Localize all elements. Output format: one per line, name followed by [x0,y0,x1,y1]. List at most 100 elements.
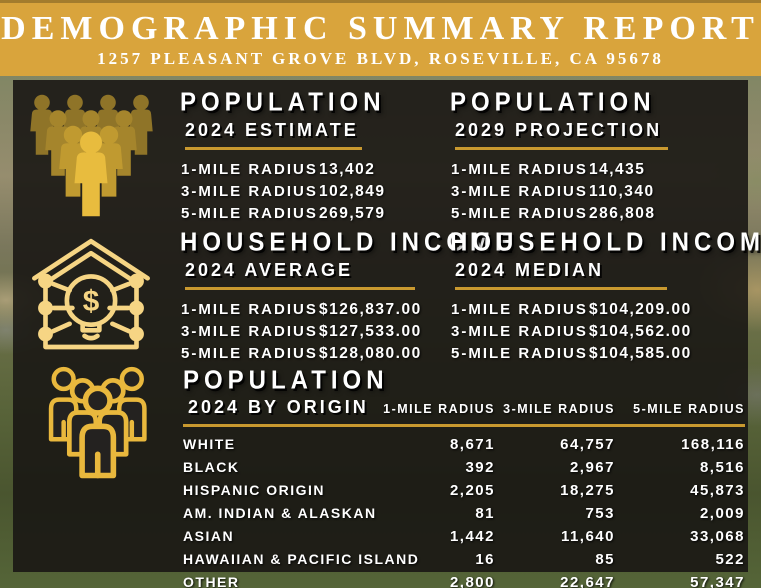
origin-table-header: 2024 BY ORIGIN 1-MILE RADIUS 3-MILE RADI… [183,396,745,418]
gold-divider [455,147,668,150]
people-group-outline-icon [22,366,164,514]
value-1mile: 392 [465,458,495,476]
radius-value: 269,579 [319,204,386,222]
stat-row: 1-MILE RADIUS $104,209.00 [451,301,761,323]
stat-row: 5-MILE RADIUS $104,585.00 [451,345,761,367]
value-3mile: 22,647 [560,573,615,588]
house-lightbulb-dollar-icon: $ [20,230,162,360]
radius-label: 1-MILE RADIUS [451,300,588,318]
section-title: HOUSEHOLD INCOME [180,228,517,258]
radius-value: 110,340 [589,182,655,200]
table-row: BLACK 392 2,967 8,516 [183,456,745,479]
table-row: AM. INDIAN & ALASKAN 81 753 2,009 [183,502,745,525]
stat-row: 1-MILE RADIUS 13,402 [181,161,386,183]
origin-label: HISPANIC ORIGIN [183,481,326,498]
origin-label: OTHER [183,573,240,588]
gold-divider [455,287,667,290]
svg-text:$: $ [83,285,100,318]
section-subtitle: 2029 PROJECTION [455,120,663,140]
radius-value: 102,849 [319,182,386,200]
table-row: OTHER 2,800 22,647 57,347 [183,571,745,588]
value-5mile: 522 [715,550,745,568]
section-title: HOUSEHOLD INCOME [450,228,761,258]
section-subtitle: 2024 AVERAGE [185,260,354,280]
stat-row: 3-MILE RADIUS 110,340 [451,183,668,205]
gold-divider [185,147,362,150]
gold-divider [183,424,745,427]
column-header-3mile: 3-MILE RADIUS [503,402,615,416]
radius-label: 3-MILE RADIUS [451,182,588,200]
radius-value: $104,562.00 [589,322,692,340]
stat-row: 5-MILE RADIUS 286,808 [451,205,668,227]
origin-label: AM. INDIAN & ALASKAN [183,504,377,521]
value-5mile: 33,068 [690,527,745,545]
value-5mile: 2,009 [699,504,745,522]
header-band: DEMOGRAPHIC SUMMARY REPORT 1257 PLEASANT… [0,0,761,76]
radius-value: 14,435 [589,160,646,178]
radius-value: 13,402 [319,160,376,178]
value-5mile: 168,116 [681,435,745,453]
radius-label: 5-MILE RADIUS [451,204,588,222]
stat-row: 5-MILE RADIUS $128,080.00 [181,345,516,367]
stat-row: 3-MILE RADIUS $127,533.00 [181,323,516,345]
value-1mile: 81 [475,504,495,522]
stat-row: 5-MILE RADIUS 269,579 [181,205,386,227]
value-3mile: 18,275 [560,481,615,499]
origin-label: WHITE [183,435,236,452]
radius-value: $127,533.00 [319,322,422,340]
gold-divider [185,287,415,290]
radius-label: 1-MILE RADIUS [451,160,588,178]
radius-label: 5-MILE RADIUS [181,204,318,222]
value-3mile: 64,757 [560,435,615,453]
value-3mile: 2,967 [569,458,615,476]
value-1mile: 2,205 [449,481,495,499]
radius-value: $104,209.00 [589,300,692,318]
radius-label: 5-MILE RADIUS [451,344,588,362]
radius-label: 3-MILE RADIUS [181,182,318,200]
value-1mile: 16 [475,550,495,568]
radius-value: $104,585.00 [589,344,692,362]
origin-label: ASIAN [183,527,235,544]
value-5mile: 45,873 [690,481,745,499]
table-row: HAWAIIAN & PACIFIC ISLAND 16 85 522 [183,548,745,571]
section-population-by-origin: POPULATION 2024 BY ORIGIN 1-MILE RADIUS … [183,366,745,588]
section-title: POPULATION [450,88,656,118]
table-row: HISPANIC ORIGIN 2,205 18,275 45,873 [183,479,745,502]
origin-table-body: WHITE 8,671 64,757 168,116 BLACK 392 2,9… [183,433,745,588]
stat-row: 3-MILE RADIUS 102,849 [181,183,386,205]
origin-label: HAWAIIAN & PACIFIC ISLAND [183,550,420,567]
stat-row: 3-MILE RADIUS $104,562.00 [451,323,761,345]
section-population-2024-estimate: POPULATION 2024 ESTIMATE 1-MILE RADIUS 1… [180,88,386,227]
value-3mile: 11,640 [560,527,615,545]
section-income-2024-median: HOUSEHOLD INCOME 2024 MEDIAN 1-MILE RADI… [450,228,761,367]
radius-value: $128,080.00 [319,344,422,362]
origin-label: BLACK [183,458,240,475]
stat-row: 1-MILE RADIUS $126,837.00 [181,301,516,323]
section-population-2029-projection: POPULATION 2029 PROJECTION 1-MILE RADIUS… [450,88,668,227]
section-subtitle: 2024 MEDIAN [455,260,605,280]
table-row: ASIAN 1,442 11,640 33,068 [183,525,745,548]
section-title: POPULATION [183,366,389,396]
radius-label: 1-MILE RADIUS [181,300,318,318]
section-title: POPULATION [180,88,386,118]
value-3mile: 85 [595,550,615,568]
value-5mile: 8,516 [699,458,745,476]
column-header-1mile: 1-MILE RADIUS [383,402,495,416]
crowd-silhouette-icon [18,86,164,218]
value-3mile: 753 [585,504,615,522]
value-1mile: 8,671 [449,435,495,453]
value-5mile: 57,347 [690,573,745,588]
value-1mile: 2,800 [449,573,495,588]
radius-value: $126,837.00 [319,300,422,318]
stat-row: 1-MILE RADIUS 14,435 [451,161,668,183]
column-header-5mile: 5-MILE RADIUS [633,402,745,416]
radius-label: 3-MILE RADIUS [181,322,318,340]
radius-label: 1-MILE RADIUS [181,160,318,178]
section-subtitle: 2024 BY ORIGIN [188,397,369,417]
table-row: WHITE 8,671 64,757 168,116 [183,433,745,456]
report-title: DEMOGRAPHIC SUMMARY REPORT [1,9,760,47]
radius-label: 3-MILE RADIUS [451,322,588,340]
radius-label: 5-MILE RADIUS [181,344,318,362]
radius-value: 286,808 [589,204,656,222]
